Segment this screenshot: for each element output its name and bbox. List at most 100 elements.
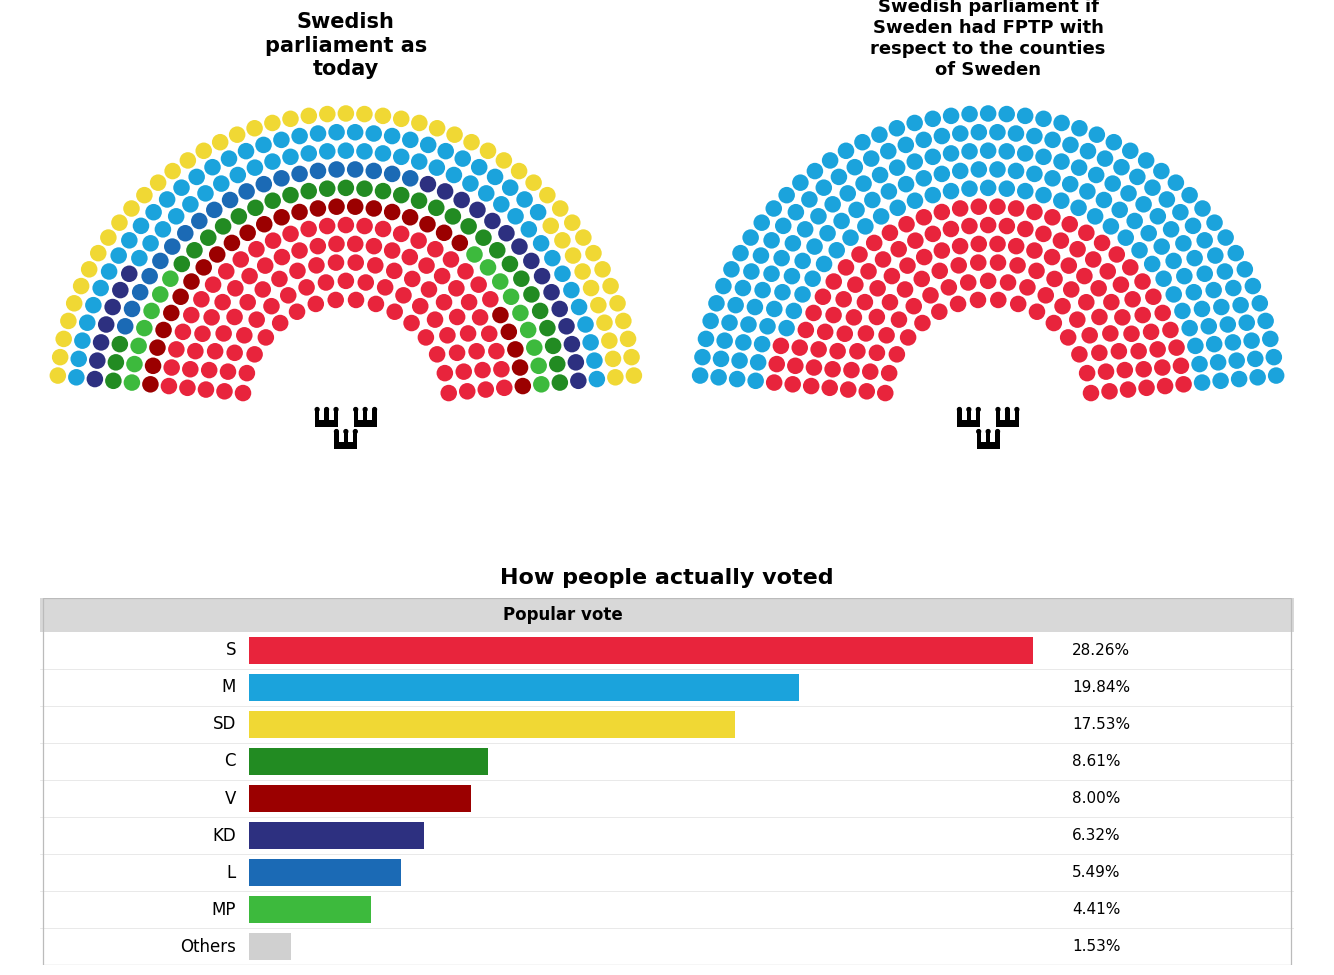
Circle shape — [1134, 273, 1151, 290]
Circle shape — [484, 213, 500, 229]
Circle shape — [806, 359, 822, 375]
Circle shape — [420, 281, 438, 297]
Circle shape — [309, 163, 327, 179]
Circle shape — [173, 255, 189, 272]
Circle shape — [172, 289, 189, 305]
Circle shape — [308, 295, 324, 312]
Circle shape — [1138, 379, 1155, 396]
Circle shape — [1194, 200, 1211, 216]
Circle shape — [856, 293, 874, 310]
Circle shape — [394, 148, 410, 165]
Circle shape — [1231, 370, 1247, 387]
Circle shape — [411, 115, 428, 132]
Circle shape — [1121, 185, 1137, 202]
Circle shape — [1182, 187, 1198, 204]
Circle shape — [888, 159, 906, 176]
Circle shape — [180, 152, 196, 169]
Circle shape — [1213, 372, 1229, 389]
Circle shape — [952, 125, 968, 141]
Circle shape — [1238, 315, 1255, 331]
Circle shape — [1007, 200, 1025, 216]
Circle shape — [774, 250, 790, 266]
Circle shape — [971, 161, 987, 177]
FancyBboxPatch shape — [1015, 410, 1019, 421]
Bar — [249, 933, 291, 960]
Circle shape — [366, 238, 382, 254]
Circle shape — [248, 241, 264, 257]
Circle shape — [880, 365, 898, 381]
Circle shape — [1130, 343, 1147, 360]
Circle shape — [100, 229, 116, 246]
Circle shape — [79, 315, 96, 331]
Circle shape — [1111, 343, 1127, 360]
Circle shape — [394, 187, 410, 204]
Circle shape — [247, 200, 264, 216]
Circle shape — [967, 408, 971, 411]
Circle shape — [826, 307, 842, 324]
Circle shape — [898, 176, 914, 192]
Circle shape — [511, 238, 528, 254]
Circle shape — [554, 232, 571, 249]
Circle shape — [71, 351, 87, 368]
Circle shape — [317, 274, 335, 291]
Circle shape — [1017, 145, 1034, 162]
Circle shape — [372, 408, 376, 411]
FancyBboxPatch shape — [354, 410, 358, 421]
Circle shape — [1145, 289, 1162, 305]
Circle shape — [1185, 217, 1202, 234]
Circle shape — [328, 199, 344, 214]
Circle shape — [1035, 110, 1051, 127]
Circle shape — [232, 252, 249, 268]
Circle shape — [1247, 351, 1263, 368]
Circle shape — [136, 320, 152, 336]
Circle shape — [183, 196, 199, 213]
Circle shape — [523, 253, 540, 269]
Circle shape — [338, 142, 354, 159]
FancyBboxPatch shape — [995, 432, 999, 443]
FancyBboxPatch shape — [324, 410, 328, 421]
Circle shape — [216, 383, 232, 400]
Text: 17.53%: 17.53% — [1073, 717, 1130, 732]
Circle shape — [1054, 153, 1070, 170]
Circle shape — [111, 248, 127, 264]
Circle shape — [766, 300, 783, 317]
Circle shape — [1166, 253, 1182, 269]
Circle shape — [136, 187, 152, 204]
Circle shape — [694, 349, 711, 366]
FancyBboxPatch shape — [344, 432, 348, 443]
Circle shape — [1262, 331, 1278, 347]
Circle shape — [347, 161, 363, 177]
Circle shape — [1186, 284, 1202, 300]
Circle shape — [155, 221, 171, 238]
Circle shape — [471, 159, 487, 176]
Circle shape — [1114, 159, 1130, 176]
Circle shape — [976, 408, 980, 411]
Circle shape — [534, 268, 551, 285]
Circle shape — [264, 153, 280, 170]
Circle shape — [807, 163, 823, 179]
Circle shape — [1061, 257, 1077, 274]
Circle shape — [962, 180, 978, 197]
Circle shape — [356, 143, 372, 160]
Circle shape — [288, 303, 305, 320]
Circle shape — [117, 318, 133, 334]
Circle shape — [1026, 166, 1043, 182]
Circle shape — [482, 291, 499, 307]
Circle shape — [56, 331, 72, 347]
Circle shape — [375, 183, 391, 199]
Circle shape — [366, 200, 382, 216]
Circle shape — [347, 254, 364, 271]
Circle shape — [507, 341, 524, 358]
Circle shape — [255, 281, 271, 297]
Circle shape — [448, 309, 466, 326]
Circle shape — [819, 225, 836, 242]
Circle shape — [1105, 176, 1121, 192]
Circle shape — [1122, 259, 1138, 276]
Circle shape — [127, 356, 143, 372]
Circle shape — [235, 385, 251, 402]
Circle shape — [1175, 235, 1191, 252]
Circle shape — [931, 303, 947, 320]
Circle shape — [1070, 241, 1086, 257]
Circle shape — [774, 284, 791, 300]
Circle shape — [455, 364, 472, 380]
